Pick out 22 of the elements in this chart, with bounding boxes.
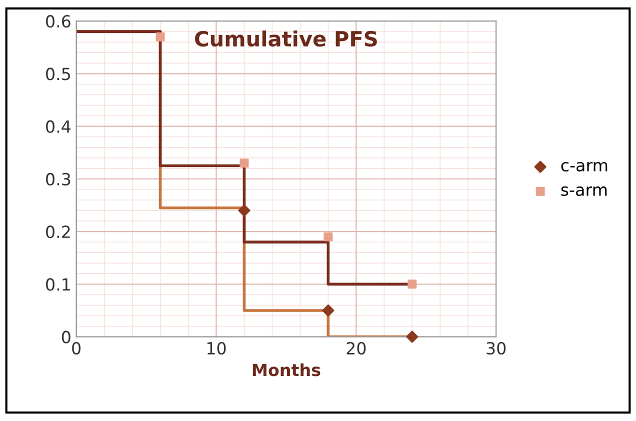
x-tick-label: 30 <box>486 342 506 355</box>
chart-title: Cumulative PFS <box>195 30 377 47</box>
y-tick-label: 0.2 <box>46 226 70 238</box>
legend-label: c-arm <box>561 162 608 172</box>
y-tick-label: 0 <box>62 330 70 344</box>
x-tick-label: 0 <box>72 342 81 355</box>
y-tick-label: 0.6 <box>46 15 70 28</box>
x-tick-label: 10 <box>207 342 226 355</box>
point <box>408 280 417 289</box>
legend-label: s-arm <box>561 186 607 196</box>
point <box>240 158 249 168</box>
y-tick-label: 0.3 <box>46 172 70 186</box>
point <box>406 330 418 343</box>
y-tick-label: 0.1 <box>46 278 70 291</box>
point <box>156 32 165 42</box>
point <box>322 304 334 317</box>
point <box>324 232 333 242</box>
point <box>238 204 250 217</box>
y-tick-label: 0.4 <box>46 120 71 133</box>
x-tick-label: 20 <box>346 342 366 355</box>
y-tick-label: 0.5 <box>46 68 70 80</box>
x-axis-title: Months <box>252 363 320 376</box>
